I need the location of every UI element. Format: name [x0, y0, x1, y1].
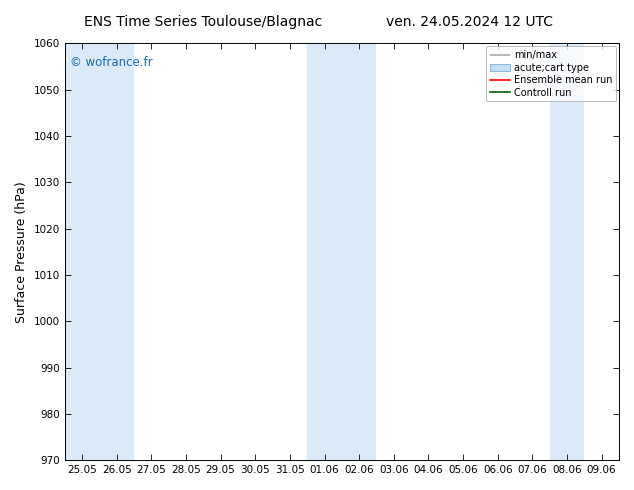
Text: ven. 24.05.2024 12 UTC: ven. 24.05.2024 12 UTC: [385, 15, 553, 29]
Text: ENS Time Series Toulouse/Blagnac: ENS Time Series Toulouse/Blagnac: [84, 15, 322, 29]
Bar: [65, 44, 134, 460]
Y-axis label: Surface Pressure (hPa): Surface Pressure (hPa): [15, 181, 28, 323]
Text: © wofrance.fr: © wofrance.fr: [70, 56, 153, 69]
Bar: [307, 44, 377, 460]
Bar: [550, 44, 585, 460]
Legend: min/max, acute;cart type, Ensemble mean run, Controll run: min/max, acute;cart type, Ensemble mean …: [486, 47, 616, 101]
